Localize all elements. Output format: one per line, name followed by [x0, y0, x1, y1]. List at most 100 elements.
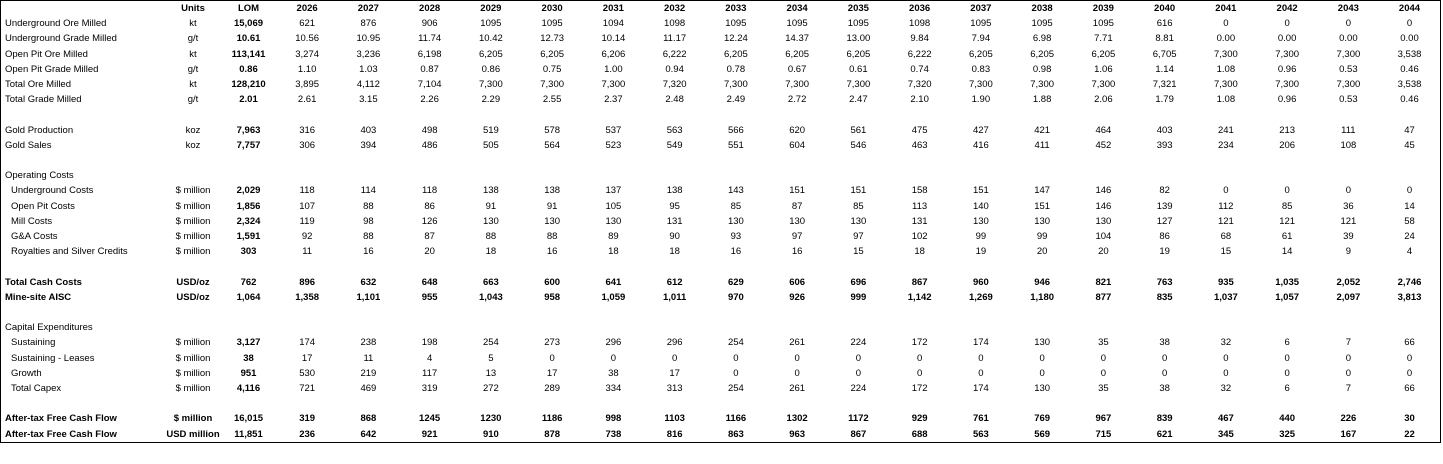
year-value: 6,705	[1152, 48, 1177, 60]
year-value: 6,205	[785, 48, 810, 60]
data-row: After-tax Free Cash Flow $ million 16,015 3…	[1, 411, 1441, 426]
year-value: 955	[421, 291, 438, 303]
year-value: 464	[1095, 124, 1112, 136]
year-value: 3,274	[295, 48, 320, 60]
year-value: 138	[666, 185, 683, 197]
year-value: 97	[853, 231, 864, 243]
year-value: 0.74	[910, 63, 929, 75]
header-cell: Units	[181, 3, 205, 14]
year-value: 6,222	[907, 48, 932, 60]
year-value: 7,104	[417, 79, 442, 91]
lom-value: 762	[240, 276, 257, 288]
header-cell: 2041	[1215, 3, 1237, 14]
year-value: 2.26	[420, 94, 439, 106]
year-value: 0.98	[1032, 63, 1052, 75]
spacer-cell	[1, 396, 1441, 411]
year-value: 0	[1345, 18, 1352, 30]
year-value: 0	[1039, 367, 1045, 379]
year-value: 7,300	[478, 79, 503, 91]
year-value: 85	[730, 200, 742, 212]
year-value: 0.53	[1339, 63, 1358, 75]
data-row: Underground Grade Milled g/t 10.61 10.56 10.…	[1, 31, 1441, 46]
year-value: 1,101	[356, 291, 381, 303]
lom-value: 1,856	[236, 200, 261, 212]
year-value: 0	[1284, 367, 1290, 379]
year-value: 958	[544, 291, 561, 303]
year-value: 16	[363, 246, 374, 258]
row-label: G&A Costs	[11, 231, 58, 243]
year-value: 15	[1220, 246, 1232, 258]
year-value: 85	[1281, 200, 1293, 212]
year-value: 224	[850, 337, 867, 349]
year-value: 35	[1098, 383, 1109, 395]
year-value: 99	[1036, 231, 1048, 243]
year-value: 0	[978, 367, 984, 379]
year-value: 2,052	[1336, 276, 1361, 288]
year-value: 7,300	[601, 79, 626, 91]
spacer-cell	[1, 305, 1441, 320]
year-value: 7.71	[1094, 33, 1113, 45]
header-cell	[1, 1, 166, 17]
year-value: 306	[299, 139, 316, 151]
year-value: 130	[1095, 215, 1112, 227]
year-value: 16	[791, 246, 803, 258]
year-value: 143	[727, 185, 744, 197]
year-value: 6,198	[417, 48, 442, 60]
year-value: 107	[299, 200, 316, 212]
header-cell: 2042	[1276, 3, 1298, 14]
year-value: 0.46	[1400, 94, 1419, 106]
year-value: 835	[1156, 291, 1173, 303]
year-value: 88	[485, 231, 497, 243]
year-value: 0.87	[420, 63, 439, 75]
data-row: Gold Sales koz 7,757 306 394 486 505 564 523 549 5…	[1, 138, 1441, 153]
year-value: 642	[360, 428, 377, 440]
year-value: 130	[727, 215, 744, 227]
year-value: 172	[911, 383, 928, 395]
year-value: 158	[911, 185, 928, 197]
year-value: 6,206	[601, 48, 626, 60]
year-value: 130	[1034, 215, 1051, 227]
year-value: 1098	[664, 18, 686, 30]
data-row: Growth $ million 951 530 219 117 13 17 38 17 0 0 0 0 0…	[1, 366, 1441, 381]
year-value: 7,300	[1336, 79, 1361, 91]
year-value: 0	[1345, 185, 1352, 197]
units: USD/oz	[176, 276, 210, 288]
year-value: 0	[671, 352, 678, 364]
year-value: 1166	[725, 413, 747, 425]
lom-value: 2,029	[236, 185, 261, 197]
year-value: 1.14	[1155, 63, 1174, 75]
year-value: 130	[1034, 383, 1051, 395]
year-value: 0.53	[1339, 94, 1358, 106]
year-value: 486	[421, 139, 438, 151]
data-row: Underground Costs $ million 2,029 118 114 118…	[1, 183, 1441, 198]
lom-value: 7,757	[236, 139, 261, 151]
year-value: 151	[789, 185, 806, 197]
data-row: Open Pit Grade Milled g/t 0.86 1.10 1.03 0.87…	[1, 62, 1441, 77]
year-value: 1095	[541, 18, 563, 30]
lom-value: 1,591	[236, 231, 261, 243]
header-cell: 2040	[1154, 3, 1176, 14]
year-value: 530	[299, 367, 316, 379]
year-value: 0	[1284, 352, 1290, 364]
year-value: 14.37	[785, 33, 810, 45]
year-value: 11.17	[663, 33, 687, 45]
year-value: 1095	[725, 18, 747, 30]
year-value: 32	[1220, 337, 1232, 349]
year-value: 4	[1406, 246, 1413, 258]
year-value: 0	[1161, 367, 1168, 379]
units: g/t	[187, 63, 199, 75]
year-value: 0	[1406, 367, 1413, 379]
year-value: 0	[794, 367, 800, 379]
year-value: 22	[1404, 428, 1415, 440]
year-value: 68	[1220, 231, 1232, 243]
year-value: 167	[1340, 428, 1357, 440]
year-value: 234	[1217, 139, 1234, 151]
year-value: 6,205	[968, 48, 993, 60]
lom-value: 7,963	[236, 124, 261, 136]
year-value: 600	[544, 276, 561, 288]
year-value: 1.08	[1216, 94, 1236, 106]
year-value: 2.37	[604, 94, 623, 106]
year-value: 0	[1406, 18, 1413, 30]
year-value: 621	[1156, 428, 1173, 440]
year-value: 3,538	[1397, 48, 1422, 60]
